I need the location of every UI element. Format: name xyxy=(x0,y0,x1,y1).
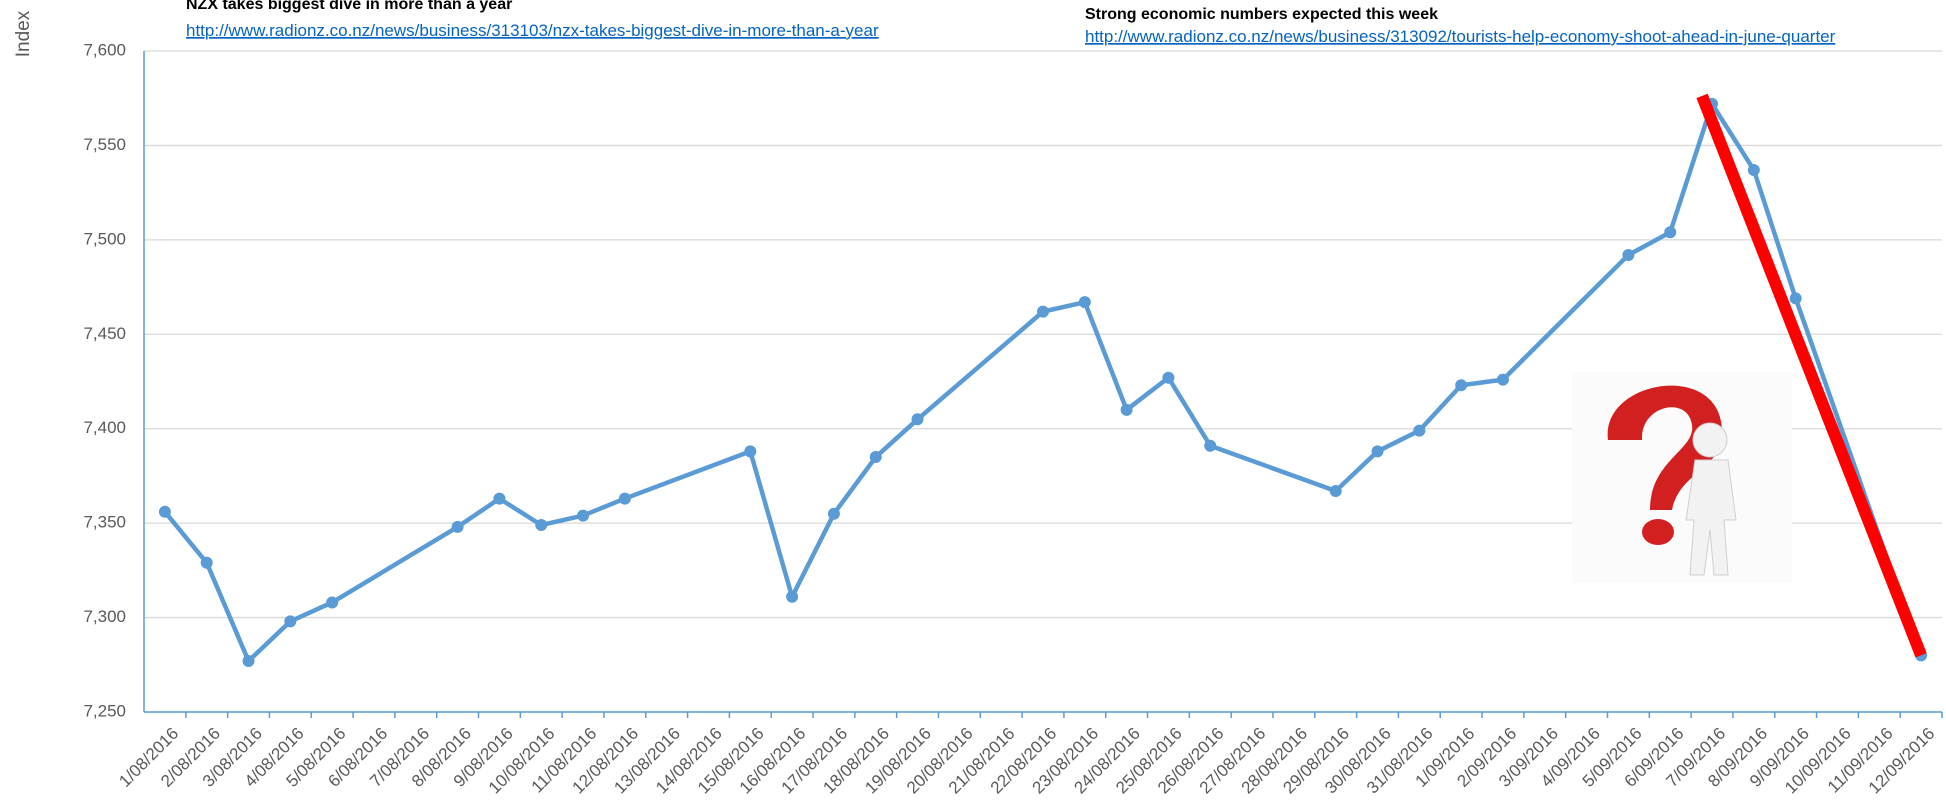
y-tick-label: 7,600 xyxy=(83,40,126,59)
data-point xyxy=(1496,373,1509,386)
annotation-title: Strong economic numbers expected this we… xyxy=(1085,6,1438,23)
data-point xyxy=(242,655,255,668)
y-tick-label: 7,250 xyxy=(83,701,126,720)
data-point xyxy=(1120,403,1133,416)
data-point xyxy=(827,507,840,520)
question-figure xyxy=(1572,372,1792,583)
data-point xyxy=(284,615,297,628)
data-point xyxy=(1204,439,1217,452)
y-axis-label: Index xyxy=(13,10,34,57)
data-point xyxy=(744,445,757,458)
annotation-title: NZX takes biggest dive in more than a ye… xyxy=(186,0,512,13)
data-point xyxy=(535,519,548,532)
y-tick-label: 7,300 xyxy=(83,607,126,626)
y-tick-label: 7,450 xyxy=(83,324,126,343)
trend-arrow xyxy=(1696,93,1927,658)
data-point xyxy=(618,492,631,505)
y-tick-label: 7,350 xyxy=(83,513,126,532)
data-point xyxy=(786,590,799,603)
annotation-link[interactable]: http://www.radionz.co.nz/news/business/3… xyxy=(186,21,879,40)
data-point xyxy=(158,505,171,518)
data-point xyxy=(1789,292,1802,305)
data-point xyxy=(1455,379,1468,392)
data-point xyxy=(1747,163,1760,176)
data-point xyxy=(326,596,339,609)
data-point xyxy=(1622,248,1635,261)
data-point xyxy=(1371,445,1384,458)
data-point xyxy=(1413,424,1426,437)
data-point xyxy=(200,556,213,569)
data-point xyxy=(1037,305,1049,318)
y-tick-label: 7,400 xyxy=(83,418,126,437)
data-point xyxy=(1078,296,1091,309)
annotation-link[interactable]: http://www.radionz.co.nz/news/business/3… xyxy=(1085,27,1836,46)
data-point xyxy=(911,413,924,426)
data-point xyxy=(1664,226,1677,239)
data-point xyxy=(1162,371,1175,384)
y-tick-label: 7,500 xyxy=(83,229,126,248)
data-point xyxy=(869,451,882,464)
data-point xyxy=(577,509,590,522)
y-tick-label: 7,550 xyxy=(83,135,126,154)
data-point xyxy=(451,520,464,533)
data-point xyxy=(1329,485,1342,498)
data-point xyxy=(493,492,506,505)
